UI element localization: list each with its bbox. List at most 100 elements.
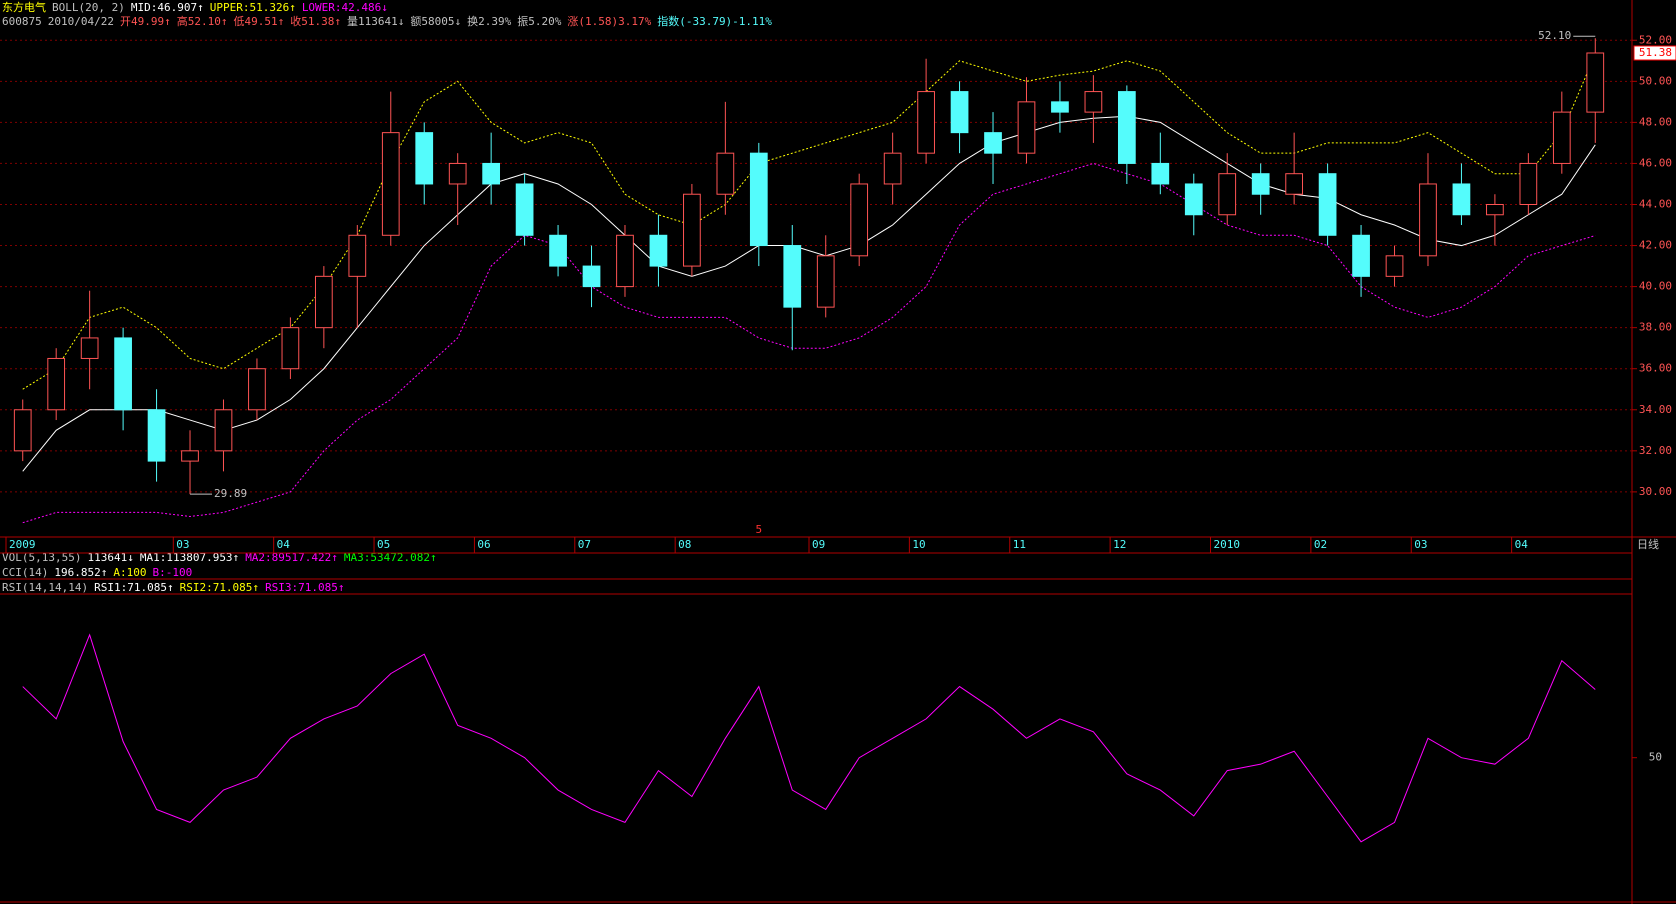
candle-body — [1251, 173, 1270, 195]
header-item: A:100 — [113, 566, 147, 579]
candle-body — [1318, 173, 1337, 236]
x-tick-label: 03 — [1414, 538, 1427, 551]
candle-body — [181, 450, 199, 462]
x-tick-label: 09 — [812, 538, 825, 551]
header-item: MA1:113807.953↑ — [139, 551, 240, 564]
candle-body — [1117, 91, 1136, 164]
candle-body — [47, 357, 66, 411]
candle-body — [1452, 183, 1471, 216]
header-item: CCI(14) — [2, 566, 49, 579]
candle-body — [783, 245, 802, 308]
header-item: 换2.39% — [467, 15, 512, 28]
candle-body — [248, 368, 266, 411]
candle-body — [1385, 255, 1404, 277]
rsi-line — [22, 633, 1596, 843]
candle-body — [13, 409, 32, 452]
candle-body — [917, 91, 935, 154]
y-tick-label: 34.00 — [1639, 403, 1672, 416]
x-tick-label: 04 — [277, 538, 291, 551]
header-item: B:-100 — [152, 566, 193, 579]
y-tick-label: 44.00 — [1639, 197, 1672, 210]
candle-body — [984, 132, 1002, 154]
y-tick-label: 48.00 — [1639, 115, 1672, 128]
candle-body — [482, 162, 501, 185]
header-item: 600875 — [2, 15, 42, 28]
candle-body — [415, 132, 434, 185]
candle-body — [683, 193, 701, 267]
header-item: 收51.38↑ — [290, 15, 341, 28]
header-item: 涨(1.58)3.17% — [567, 15, 652, 28]
x-tick-label: 07 — [578, 538, 591, 551]
x-tick-label: 10 — [912, 538, 925, 551]
x-tick-label: 12 — [1113, 538, 1126, 551]
last-price-label: 51.38 — [1639, 46, 1672, 59]
candle-body — [582, 265, 601, 288]
header-item: 高52.10↑ — [176, 15, 228, 28]
boll-line — [22, 162, 1596, 524]
x-tick-label: 2009 — [9, 538, 36, 551]
header-item: 113641↓ — [87, 551, 134, 564]
boll-line — [22, 115, 1596, 472]
y-tick-label: 42.00 — [1639, 239, 1672, 252]
header-item: RSI1:71.085↑ — [94, 581, 174, 594]
candle-body — [80, 337, 99, 359]
candle-body — [1184, 183, 1203, 216]
rsi-header: RSI(14,14,14) RSI1:71.085↑ RSI2:71.085↑ RSI… — [2, 581, 345, 594]
y-tick-label: 36.00 — [1639, 362, 1672, 375]
candle-body — [1352, 234, 1370, 277]
candle-body — [348, 234, 367, 277]
period-marker: 5 — [756, 523, 763, 536]
candle-body — [749, 152, 768, 247]
y-tick-label: 32.00 — [1639, 444, 1672, 457]
max-label: 52.10 — [1538, 29, 1571, 42]
candle-body — [448, 162, 467, 185]
candle-body — [549, 234, 567, 267]
y-tick-label: 40.00 — [1639, 280, 1672, 293]
header-item: 开49.99↑ — [119, 15, 171, 28]
candle-body — [850, 183, 869, 257]
header-item: BOLL(20, 2) — [52, 1, 125, 14]
x-tick-label: 08 — [678, 538, 691, 551]
candle-body — [381, 132, 400, 236]
x-axis-label: 日线 — [1637, 537, 1659, 551]
header-item: 196.852↑ — [54, 566, 108, 579]
x-tick-label: 04 — [1515, 538, 1529, 551]
header-item: 东方电气 — [2, 1, 46, 14]
candle-body — [950, 91, 969, 134]
header-item: 2010/04/22 — [47, 15, 114, 28]
candle-body — [1419, 183, 1437, 257]
header-item: MID:46.907↑ — [130, 1, 204, 14]
candle-body — [314, 275, 333, 329]
header-item: UPPER:51.326↑ — [209, 1, 296, 14]
x-tick-label: 2010 — [1214, 538, 1241, 551]
candle-body — [649, 234, 668, 267]
header-item: VOL(5,13,55) — [2, 551, 82, 564]
candle-body — [1285, 173, 1304, 195]
candle-body — [147, 409, 166, 462]
candle-body — [1519, 162, 1538, 205]
cci-header: CCI(14) 196.852↑ A:100 B:-100 — [2, 566, 192, 579]
candle-body — [214, 409, 233, 452]
header-line: 东方电气 BOLL(20, 2) MID:46.907↑ UPPER:51.326↑ L… — [2, 1, 388, 14]
y-tick-label: 52.00 — [1639, 33, 1672, 46]
y-tick-label: 50 — [1649, 751, 1662, 764]
candle-body — [281, 327, 300, 370]
candle-body — [1084, 91, 1103, 113]
y-tick-label: 38.00 — [1639, 321, 1672, 334]
header-item: MA3:53472.082↑ — [343, 551, 437, 564]
candle-body — [1218, 173, 1237, 216]
y-tick-label: 46.00 — [1639, 156, 1672, 169]
candle-body — [816, 255, 835, 308]
header-item: RSI2:71.085↑ — [179, 581, 260, 594]
last-price-box — [1633, 45, 1676, 61]
x-tick-label: 11 — [1013, 538, 1026, 551]
vol-header: VOL(5,13,55) 113641↓ MA1:113807.953↑ MA2:89… — [2, 551, 437, 564]
candle-body — [114, 337, 132, 411]
candle-body — [1552, 111, 1571, 164]
candle-body — [1017, 101, 1036, 154]
candle-body — [1151, 162, 1170, 185]
header-item: 振5.20% — [517, 15, 562, 28]
candle-body — [1051, 101, 1069, 113]
